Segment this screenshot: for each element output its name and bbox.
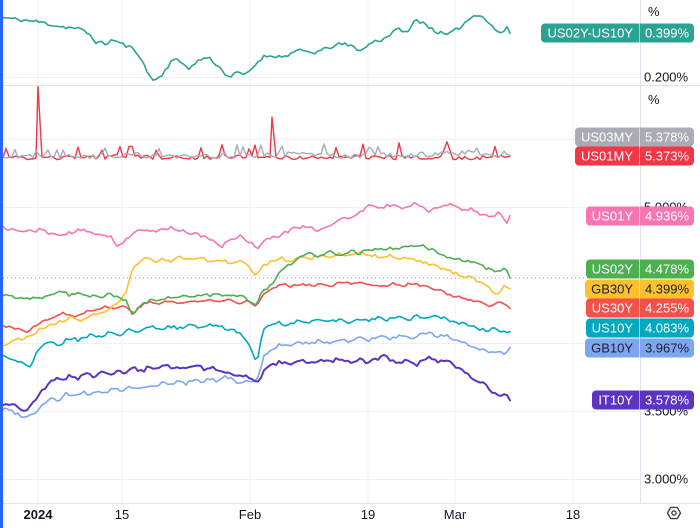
- time-tick-label: Feb: [238, 507, 262, 522]
- left-accent-bar: [0, 0, 3, 528]
- price-tick-label: 0.200%: [644, 69, 689, 85]
- price-badge-US02Y-US10Y: US02Y-US10Y 0.399%: [541, 23, 694, 43]
- badge-value: 5.378%: [639, 127, 694, 147]
- badge-symbol: US03MY: [580, 129, 633, 145]
- price-tick-label: 3.000%: [644, 471, 689, 487]
- badge-value: 4.936%: [639, 206, 694, 226]
- price-badge-IT10Y: IT10Y 3.578%: [592, 390, 694, 410]
- badge-symbol: US30Y: [591, 300, 633, 316]
- badge-symbol: IT10Y: [598, 392, 633, 408]
- badge-symbol: US01Y: [591, 208, 633, 224]
- price-badge-US30Y: US30Y 4.255%: [585, 298, 694, 318]
- badge-value: 0.399%: [639, 23, 694, 43]
- time-axis[interactable]: [0, 503, 700, 528]
- badge-value: 4.083%: [639, 318, 694, 338]
- time-tick-label: 19: [360, 507, 376, 522]
- time-tick-label: Mar: [443, 507, 467, 522]
- price-badge-US01Y: US01Y 4.936%: [585, 206, 694, 226]
- time-tick-label: 2024: [23, 507, 53, 522]
- badge-value: 3.578%: [639, 390, 694, 410]
- time-tick-label: 18: [565, 507, 581, 522]
- badge-value: 4.399%: [639, 279, 694, 299]
- badge-symbol: US10Y: [591, 320, 633, 336]
- price-badge-US01MY: US01MY 5.373%: [574, 146, 694, 166]
- axis-settings-button[interactable]: [665, 505, 683, 523]
- badge-symbol: US01MY: [580, 148, 633, 164]
- price-badge-GB10Y: GB10Y 3.967%: [585, 338, 694, 358]
- badge-symbol: GB30Y: [591, 281, 633, 297]
- price-badge-GB30Y: GB30Y 4.399%: [585, 279, 694, 299]
- price-badge-US10Y: US10Y 4.083%: [585, 318, 694, 338]
- time-tick-label: 15: [114, 507, 130, 522]
- price-badge-US03MY: US03MY 5.378%: [574, 127, 694, 147]
- price-badge-US02Y: US02Y 4.478%: [585, 259, 694, 279]
- badge-symbol: GB10Y: [591, 340, 633, 356]
- badge-value: 4.255%: [639, 298, 694, 318]
- badge-value: 4.478%: [639, 259, 694, 279]
- badge-symbol: US02Y: [591, 261, 633, 277]
- spread-pane-unit-label: %: [648, 4, 660, 19]
- yields-pane[interactable]: [3, 85, 640, 503]
- gear-icon: [666, 506, 682, 524]
- badge-symbol: US02Y-US10Y: [547, 25, 633, 41]
- badge-value: 3.967%: [639, 338, 694, 358]
- badge-value: 5.373%: [639, 146, 694, 166]
- yields-pane-unit-label: %: [648, 92, 660, 107]
